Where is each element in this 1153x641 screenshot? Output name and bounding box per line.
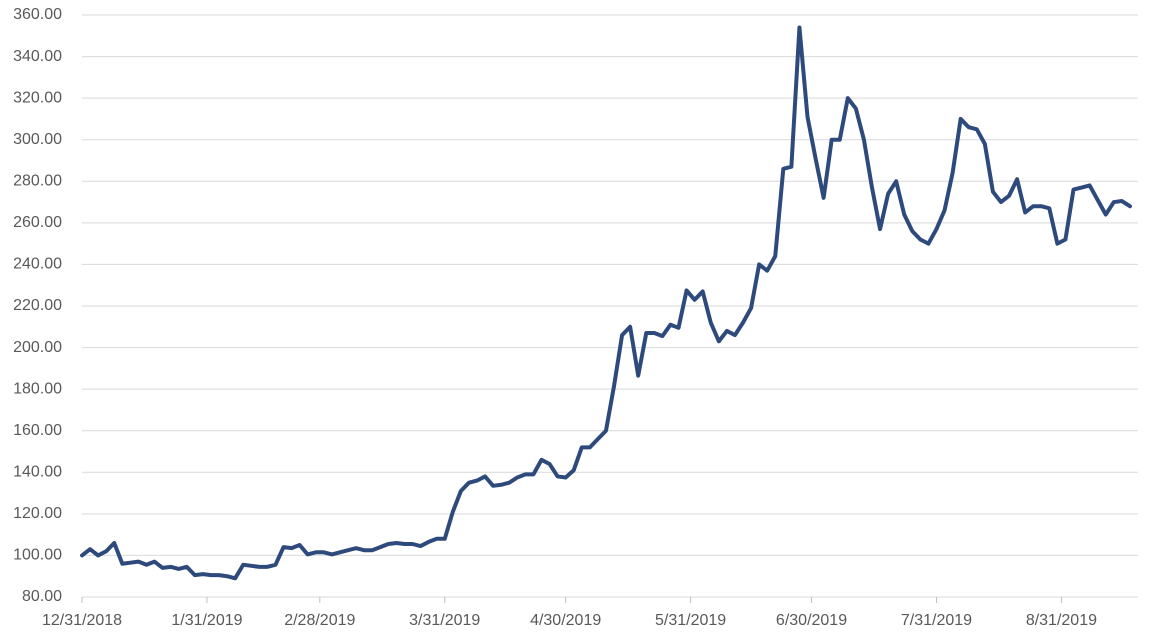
y-tick-label: 260.00 bbox=[13, 214, 62, 231]
y-tick-label: 320.00 bbox=[13, 89, 62, 106]
y-tick-label: 240.00 bbox=[13, 256, 62, 273]
x-tick-label: 4/30/2019 bbox=[530, 612, 601, 629]
x-tick-label: 3/31/2019 bbox=[409, 612, 480, 629]
y-tick-label: 80.00 bbox=[22, 588, 62, 605]
y-tick-label: 100.00 bbox=[13, 547, 62, 564]
x-tick-label: 8/31/2019 bbox=[1026, 612, 1097, 629]
y-tick-label: 280.00 bbox=[13, 173, 62, 190]
y-tick-label: 340.00 bbox=[13, 48, 62, 65]
x-tick-label: 2/28/2019 bbox=[284, 612, 355, 629]
y-tick-label: 180.00 bbox=[13, 380, 62, 397]
x-tick-label: 6/30/2019 bbox=[776, 612, 847, 629]
y-tick-label: 160.00 bbox=[13, 422, 62, 439]
x-tick-label: 7/31/2019 bbox=[901, 612, 972, 629]
y-tick-label: 120.00 bbox=[13, 505, 62, 522]
y-tick-label: 200.00 bbox=[13, 339, 62, 356]
x-tick-label: 12/31/2018 bbox=[42, 612, 122, 629]
y-tick-label: 140.00 bbox=[13, 464, 62, 481]
x-tick-label: 1/31/2019 bbox=[171, 612, 242, 629]
x-tick-label: 5/31/2019 bbox=[655, 612, 726, 629]
data-line bbox=[80, 25, 1132, 581]
y-tick-label: 220.00 bbox=[13, 297, 62, 314]
y-tick-label: 360.00 bbox=[13, 6, 62, 23]
y-tick-label: 300.00 bbox=[13, 131, 62, 148]
